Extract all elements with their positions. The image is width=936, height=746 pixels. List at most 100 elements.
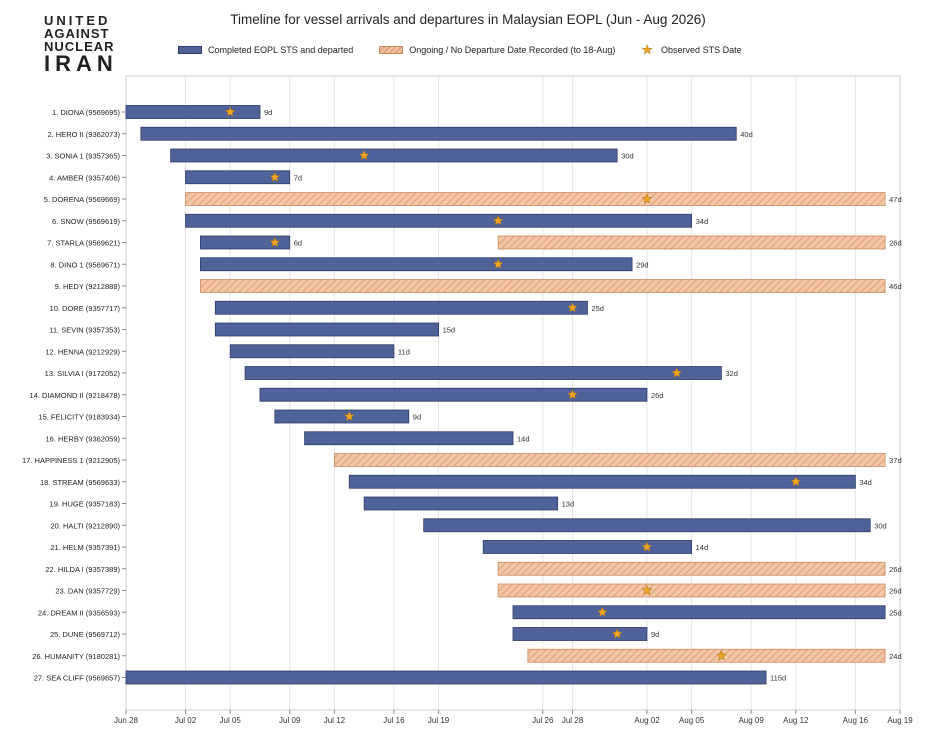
sts-star-marker: [790, 476, 802, 487]
duration-label: 24d: [889, 652, 902, 661]
x-tick-label: Aug 02: [634, 716, 660, 725]
sts-star-marker: [716, 650, 727, 661]
vessel-label: 3. SONIA 1 (9357365): [46, 152, 120, 161]
labels-layer: 1. DIONA (9569695) 9d 2. HERO II (9362073)…: [22, 106, 902, 683]
duration-label: 13d: [562, 500, 575, 509]
x-tick-label: Aug 19: [887, 716, 913, 725]
vessel-label: 2. HERO II (9362073): [47, 130, 120, 139]
vessel-label: 8. DINO 1 (9569671): [50, 260, 120, 269]
duration-label: 26d: [889, 565, 902, 574]
vessel-bar-completed: [185, 213, 693, 228]
legend-label-ongoing: Ongoing / No Departure Date Recorded (to…: [409, 45, 616, 55]
vessel-label: 18. STREAM (9569633): [40, 478, 121, 487]
vessel-bar-completed: [512, 627, 648, 641]
sts-star-marker: [358, 149, 370, 161]
x-tick-label: Jul 12: [324, 716, 346, 725]
duration-label: 14d: [517, 434, 530, 443]
logo-line-2: AGAINST: [44, 26, 110, 41]
vessel-bar-completed: [200, 235, 291, 250]
duration-label: 26d: [889, 587, 902, 596]
duration-label: 15d: [443, 326, 456, 335]
legend-item-ongoing: Ongoing / No Departure Date Recorded (to…: [379, 45, 615, 55]
duration-label: 14d: [696, 543, 709, 552]
sts-star-marker: [641, 541, 653, 552]
x-tick-label: Jul 28: [562, 716, 584, 725]
vessel-bar-ongoing: [527, 648, 886, 663]
duration-label: 34d: [859, 478, 872, 487]
vessel-label: 17. HAPPINESS 1 (9212905): [22, 456, 120, 465]
vessel-label: 20. HALTI (9212890): [51, 521, 121, 530]
vessel-bar-ongoing: [333, 453, 886, 467]
vessel-bar-completed: [185, 170, 291, 185]
x-tick-label: Jul 09: [279, 716, 301, 725]
vessel-label: 6. SNOW (9569619): [52, 217, 120, 226]
vessel-label: 19. HUGE (9357183): [50, 500, 121, 509]
x-tick-label: Jul 19: [428, 716, 450, 725]
vessel-bar-completed: [170, 148, 618, 163]
vessel-label: 23. DAN (9357729): [55, 587, 120, 596]
plot-frame: [125, 75, 901, 711]
duration-label: 7d: [294, 173, 302, 182]
vessel-bar-completed: [244, 366, 722, 380]
vessel-label: 13. SILVIA I (9172052): [45, 369, 121, 378]
legend-label-completed: Completed EOPL STS and departed: [208, 45, 354, 55]
sts-star-marker: [567, 302, 578, 313]
x-tick-label: Jul 05: [220, 716, 242, 725]
vessel-label: 7. STARLA (9569621): [47, 239, 120, 248]
sts-star-marker: [567, 389, 578, 400]
sts-star-marker: [671, 367, 683, 378]
vessel-bar-completed: [423, 518, 871, 533]
vessel-label: 5. DORENA (9569669): [44, 195, 121, 204]
duration-label: 47d: [889, 195, 902, 204]
vessel-bar-completed: [304, 431, 514, 446]
sts-star-marker: [269, 236, 281, 248]
sts-star-marker: [596, 606, 608, 617]
vessel-bar-completed: [229, 344, 395, 359]
chart-title: Timeline for vessel arrivals and departu…: [230, 12, 706, 27]
vessel-label: 27. SEA CLIFF (9569657): [34, 674, 121, 683]
duration-label: 26d: [651, 391, 664, 400]
duration-label: 46d: [889, 282, 902, 291]
duration-label: 25d: [889, 608, 902, 617]
vessel-bar-completed: [482, 540, 693, 554]
duration-label: 40d: [740, 130, 753, 139]
sts-star-marker: [343, 410, 355, 422]
sts-star-marker: [641, 193, 653, 204]
x-tick-label: Aug 09: [738, 716, 764, 725]
vessel-bar-completed: [200, 257, 633, 272]
vessel-bar-ongoing: [200, 279, 886, 293]
vessel-bar-ongoing: [497, 561, 886, 576]
x-tick-label: Aug 16: [843, 716, 869, 725]
legend-item-completed: Completed EOPL STS and departed: [178, 45, 353, 55]
duration-label: 9d: [651, 630, 659, 639]
vessel-bar-completed: [214, 300, 588, 315]
x-tick-label: Jul 16: [383, 716, 405, 725]
duration-label: 6d: [294, 239, 302, 248]
x-tick-label: Jul 02: [175, 716, 197, 725]
vessel-label: 9. HEDY (9212888): [55, 282, 121, 291]
vessel-label: 24. DREAM II (9356593): [38, 608, 121, 617]
duration-label: 30d: [621, 152, 634, 161]
chart-legend: Completed EOPL STS and departed Ongoing …: [178, 42, 768, 58]
star-icon: ★: [641, 42, 654, 57]
bars-layer: [125, 105, 886, 685]
vessel-bar-completed: [214, 322, 439, 337]
vessel-bar-completed: [348, 474, 856, 489]
duration-label: 32d: [725, 369, 738, 378]
vessel-bar-ongoing: [497, 583, 886, 598]
duration-label: 25d: [591, 304, 604, 313]
logo-line-4: IRAN: [44, 51, 118, 76]
vessel-bar-completed: [274, 409, 410, 424]
ticks-layer: Jun 28 Jul 02 Jul 05 Jul 09 Jul 12 Jul 16 Jul …: [114, 111, 913, 725]
legend-label-sts: Observed STS Date: [661, 45, 742, 55]
vessel-label: 10. DORE (9357717): [50, 304, 121, 313]
duration-label: 29d: [636, 260, 649, 269]
vessel-label: 21. HELM (9357391): [50, 543, 120, 552]
vessel-bar-ongoing: [497, 235, 886, 250]
duration-label: 9d: [413, 413, 421, 422]
duration-label: 115d: [770, 674, 786, 683]
x-tick-label: Aug 05: [679, 716, 705, 725]
duration-label: 26d: [889, 239, 902, 248]
vessel-label: 14. DIAMOND II (9218478): [30, 391, 121, 400]
sts-star-marker: [641, 584, 653, 596]
